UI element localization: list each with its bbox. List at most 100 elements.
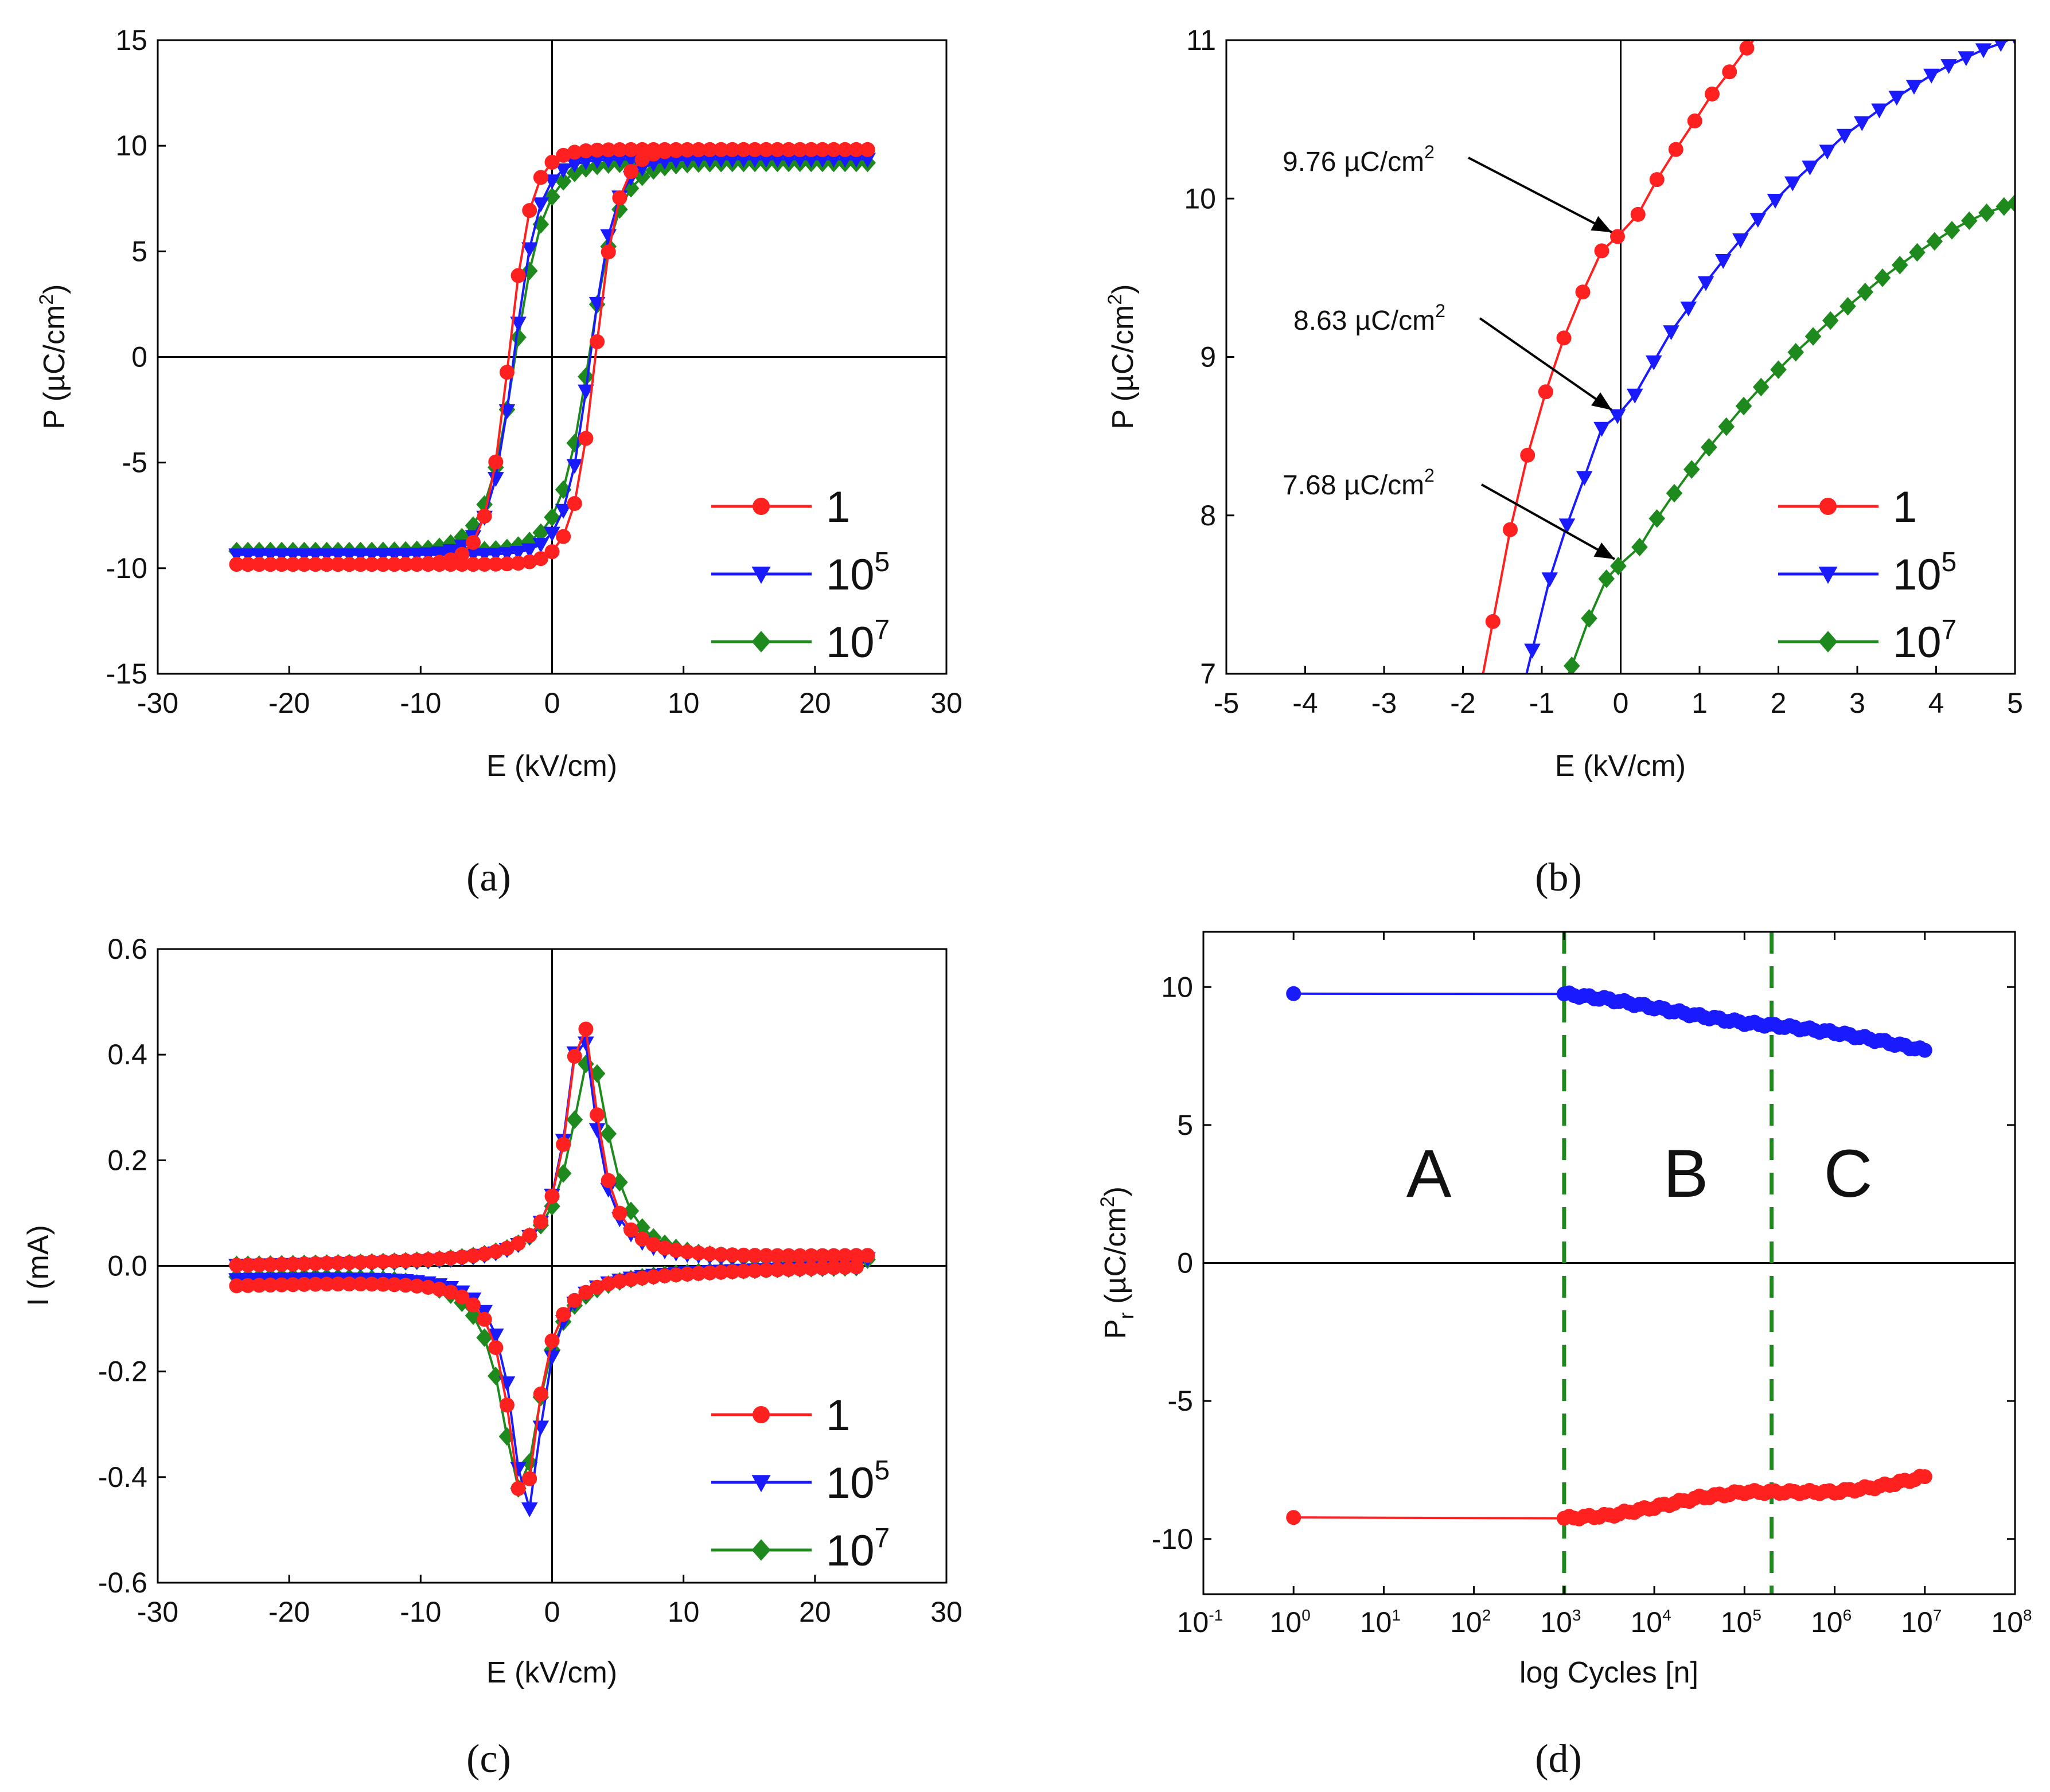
data-point-c-1 — [522, 1471, 537, 1486]
data-point-a-10^5 — [611, 153, 628, 169]
pr-annotation-unit: µC/cm — [1355, 306, 1435, 336]
data-point-a-10^5 — [555, 163, 572, 178]
data-point-a-10^7 — [465, 516, 482, 535]
y-tick-a: 0 — [131, 341, 147, 373]
data-point-c-1 — [466, 1248, 481, 1263]
data-point-c-1 — [488, 1244, 504, 1259]
data-point-b-10^7 — [1805, 327, 1822, 346]
y-tick-c: -0.2 — [98, 1356, 147, 1388]
data-point-a-1 — [601, 244, 616, 260]
y-tick-c: 0.2 — [107, 1144, 147, 1176]
y-tick-d: -5 — [1168, 1385, 1193, 1417]
data-point-c-10^7 — [465, 1306, 482, 1325]
data-point-c-1 — [432, 1251, 447, 1267]
x-tick-d: 104 — [1631, 1606, 1671, 1638]
data-point-a-10^7 — [566, 163, 583, 182]
y-axis-label-a: P (µC/cm2) — [36, 284, 71, 429]
data-point-b-1 — [1503, 522, 1518, 537]
data-point-c-1 — [826, 1248, 841, 1263]
data-point-a-10^5 — [307, 548, 324, 564]
data-point-a-1 — [770, 142, 785, 157]
pr-annotation-sup: 2 — [1435, 300, 1445, 321]
x-tick-base-d: 10 — [1901, 1606, 1933, 1638]
data-point-c-1 — [510, 1236, 526, 1251]
data-point-d-Pr- — [1286, 1510, 1301, 1525]
data-point-a-1 — [240, 557, 256, 572]
data-point-c-1 — [758, 1263, 774, 1278]
caption-c: (c) — [466, 1737, 511, 1781]
data-point-a-1 — [556, 529, 571, 544]
data-point-a-1 — [510, 268, 526, 283]
data-point-c-10^7 — [566, 1110, 583, 1129]
data-point-a-10^5 — [589, 154, 606, 169]
data-point-a-1 — [364, 557, 380, 572]
data-point-b-1 — [1556, 330, 1572, 346]
data-point-c-1 — [623, 1222, 638, 1237]
data-point-a-10^5 — [465, 548, 482, 564]
data-point-b-10^5 — [1749, 213, 1767, 228]
data-point-c-1 — [814, 1248, 830, 1263]
data-point-c-1 — [330, 1255, 346, 1271]
data-point-a-1 — [702, 142, 718, 157]
legend-label-b: 105 — [1893, 547, 1957, 599]
data-point-c-1 — [285, 1256, 301, 1272]
data-point-c-1 — [837, 1259, 853, 1275]
data-point-b-10^5 — [1558, 518, 1576, 534]
x-axis-label-d: log Cycles [n] — [1519, 1656, 1698, 1689]
data-point-a-10^5 — [487, 548, 504, 563]
y-tick-c: 0.0 — [107, 1250, 147, 1282]
caption-b: (b) — [1535, 856, 1582, 900]
y-tick-a: 15 — [115, 24, 147, 56]
x-tick-b: -3 — [1371, 687, 1397, 719]
data-point-a-1 — [714, 142, 729, 157]
data-point-c-1 — [848, 1259, 864, 1275]
x-tick-d: 107 — [1901, 1606, 1942, 1638]
x-tick-a: 30 — [930, 687, 962, 719]
data-point-a-10^5 — [566, 459, 583, 474]
data-point-a-1 — [646, 146, 661, 162]
data-point-a-1 — [623, 142, 638, 157]
data-point-a-1 — [544, 154, 560, 170]
data-point-c-1 — [601, 1276, 616, 1291]
y-tick-d: 0 — [1177, 1247, 1193, 1279]
data-point-b-10^7 — [1996, 197, 2013, 216]
data-point-a-10^5 — [769, 153, 786, 168]
data-point-b-10^7 — [1581, 609, 1597, 628]
x-tick-base-d: 10 — [1811, 1606, 1843, 1638]
x-tick-b: 1 — [1692, 687, 1708, 719]
x-tick-a: 20 — [799, 687, 831, 719]
x-tick-a: 0 — [544, 687, 560, 719]
x-tick-d: 10-1 — [1177, 1606, 1223, 1638]
data-point-a-10^5 — [420, 548, 436, 564]
x-tick-exp-d: 1 — [1392, 1606, 1401, 1624]
y-tick-b: 10 — [1184, 182, 1216, 214]
data-point-c-10^7 — [498, 1427, 516, 1446]
data-point-c-1 — [646, 1237, 661, 1252]
y-tick-c: -0.4 — [98, 1461, 147, 1493]
data-point-a-10^5 — [656, 155, 673, 170]
annotation-arrow — [1468, 157, 1612, 233]
data-point-c-1 — [274, 1277, 290, 1293]
data-point-a-1 — [848, 142, 864, 157]
data-point-b-10^7 — [1926, 232, 1943, 251]
data-point-a-10^5 — [521, 543, 538, 559]
x-tick-exp-d: 0 — [1301, 1606, 1311, 1624]
pr-annotation-sup: 2 — [1424, 142, 1435, 162]
data-point-c-1 — [781, 1262, 796, 1277]
data-point-b-10^5 — [1645, 355, 1662, 370]
y-axis-label-d: Pr (µC/cm2) — [1097, 1186, 1138, 1339]
legend-text-b: 10 — [1893, 551, 1942, 599]
data-point-d-Pr- — [1917, 1469, 1932, 1485]
data-point-a-1 — [590, 142, 605, 158]
data-point-c-1 — [770, 1248, 785, 1263]
data-point-b-10^5 — [1905, 80, 1923, 95]
annotation-arrow — [1481, 483, 1615, 560]
x-tick-base-d: 10 — [1631, 1606, 1663, 1638]
x-tick-a: -10 — [400, 687, 441, 719]
data-point-b-1 — [1722, 64, 1737, 80]
data-point-a-1 — [308, 557, 323, 572]
data-point-b-10^7 — [1631, 537, 1648, 557]
